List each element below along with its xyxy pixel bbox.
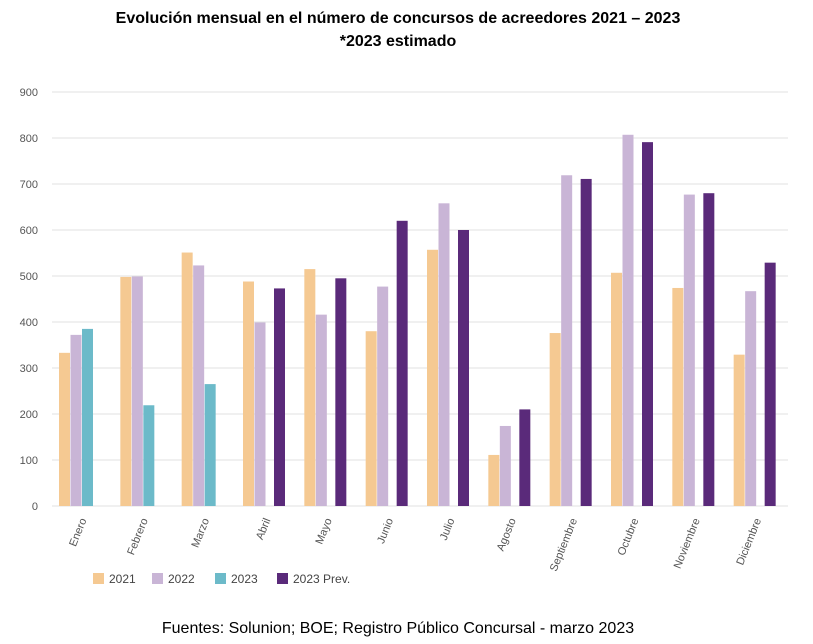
y-tick-label: 300 [20, 363, 38, 375]
bar-2022-abril [254, 322, 266, 506]
bar-2021-septiembre [549, 333, 561, 506]
x-tick-label: Abril [254, 517, 273, 542]
bar-2021-noviembre [672, 287, 684, 506]
bar-2023-prev-junio [396, 220, 408, 507]
bar-2021-octubre [611, 272, 622, 506]
x-tick-label: Septiembre [548, 517, 580, 574]
legend-swatch [152, 573, 163, 584]
x-tick-label: Agosto [495, 517, 519, 553]
bar-2022-noviembre [683, 194, 695, 506]
bar-2022-septiembre [561, 175, 573, 506]
bar-2023-prev-septiembre [580, 178, 592, 506]
legend-swatch [215, 573, 226, 584]
bar-2022-octubre [622, 134, 634, 506]
legend-swatch [277, 573, 288, 584]
bar-2021-marzo [181, 252, 193, 506]
bar-2021-julio [427, 249, 438, 506]
bar-2021-diciembre [733, 354, 745, 506]
bar-2021-enero [59, 352, 70, 506]
bar-2023-febrero [143, 405, 155, 506]
bar-2023-prev-abril [274, 288, 285, 506]
x-tick-label: Octubre [616, 517, 642, 558]
x-tick-label: Noviembre [672, 517, 703, 571]
bar-2022-junio [377, 286, 389, 506]
legend-swatch [93, 573, 104, 584]
bar-2023-prev-agosto [519, 409, 531, 506]
x-tick-label: Julio [438, 517, 458, 542]
y-tick-label: 100 [20, 455, 38, 467]
bar-2022-julio [438, 203, 450, 506]
x-tick-label: Enero [67, 517, 89, 549]
bar-2022-enero [70, 334, 82, 506]
x-tick-label: Marzo [190, 517, 213, 550]
bar-2021-mayo [304, 269, 316, 506]
bar-2021-febrero [120, 276, 132, 506]
bar-2022-diciembre [745, 291, 757, 506]
y-tick-label: 700 [20, 179, 38, 191]
bar-2021-agosto [488, 454, 500, 506]
x-tick-label: Febrero [125, 517, 151, 557]
bar-2023-prev-mayo [335, 278, 347, 506]
chart-title: Evolución mensual en el número de concur… [115, 10, 681, 27]
y-tick-label: 500 [20, 271, 38, 283]
bar-2022-mayo [315, 314, 327, 506]
bar-2023-prev-julio [458, 230, 469, 506]
y-tick-label: 900 [20, 87, 38, 99]
bar-2022-febrero [131, 276, 143, 506]
bar-2023-prev-diciembre [764, 262, 776, 506]
bar-2023-enero [82, 328, 93, 506]
bar-2023-prev-octubre [642, 142, 653, 506]
y-tick-label: 600 [20, 225, 38, 237]
bar-2022-marzo [193, 265, 205, 506]
y-tick-label: 0 [32, 501, 38, 513]
legend-label: 2023 [231, 572, 258, 586]
legend-label: 2021 [109, 572, 136, 586]
chart-source: Fuentes: Solunion; BOE; Registro Público… [161, 620, 635, 637]
bar-2021-junio [365, 331, 377, 506]
bar-2023-marzo [204, 384, 216, 506]
y-tick-label: 400 [20, 317, 38, 329]
x-tick-label: Junio [375, 517, 396, 546]
legend-label: 2022 [168, 572, 195, 586]
bar-2021-abril [243, 281, 254, 506]
y-tick-label: 200 [20, 409, 38, 421]
chart-subtitle: *2023 estimado [339, 33, 457, 50]
bar-2022-agosto [499, 425, 511, 506]
x-tick-label: Mayo [314, 517, 335, 546]
y-tick-label: 800 [20, 133, 38, 145]
legend-label: 2023 Prev. [293, 572, 350, 586]
x-tick-label: Diciembre [734, 517, 764, 567]
bar-2023-prev-noviembre [703, 193, 715, 506]
